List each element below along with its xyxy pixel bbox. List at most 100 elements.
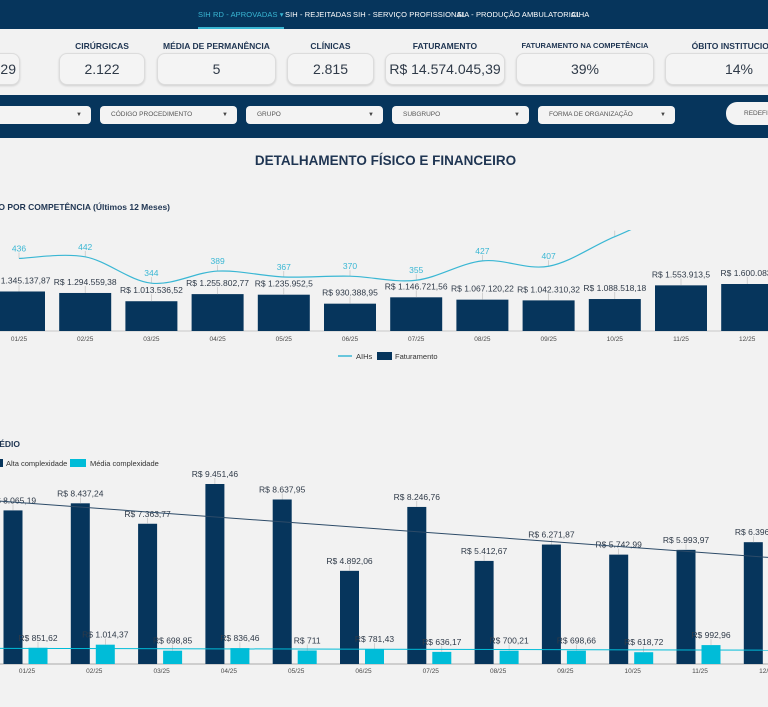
x-tick-label: 12/25 xyxy=(759,668,768,675)
tab-sih-servico-profissional[interactable]: SIH - SERVIÇO PROFISSIONAL xyxy=(353,10,466,19)
bar-alta-complexidade xyxy=(676,549,696,664)
bar-faturamento xyxy=(456,299,509,331)
chevron-down-icon: ▼ xyxy=(368,112,374,118)
x-tick-label: 11/25 xyxy=(673,336,689,343)
x-tick-label: 05/25 xyxy=(288,668,305,675)
bar-faturamento xyxy=(588,299,641,331)
kpi-clinicas: CLÍNICAS 2.815 xyxy=(287,29,374,95)
bar-data-label: R$ 636,17 xyxy=(422,637,461,647)
tab-ciha[interactable]: CIHA xyxy=(571,10,590,19)
bar-alta-complexidade xyxy=(609,554,629,664)
bar-media-complexidade xyxy=(432,651,452,664)
kpi-label: FATURAMENTO xyxy=(412,41,478,51)
kpi-value: 39% xyxy=(516,53,654,85)
bar-alta-complexidade xyxy=(138,523,158,664)
filter-codigo-procedimento[interactable]: CÓDIGO PROCEDIMENTO ▼ xyxy=(100,106,237,124)
bar-media-complexidade xyxy=(365,649,384,664)
x-tick-label: 01/25 xyxy=(11,336,28,343)
tab-sih-rd-aprovadas[interactable]: SIH RD - APROVADAS ▾ xyxy=(198,0,284,29)
bar-data-label: R$ 5.412,67 xyxy=(461,546,508,556)
bar-alta-complexidade xyxy=(340,570,359,664)
bar-data-label: R$ 1.042.310,32 xyxy=(517,284,580,294)
bar-alta-complexidade xyxy=(272,499,292,664)
bar-media-complexidade xyxy=(230,648,250,664)
bar-data-label: R$ 700,21 xyxy=(489,636,528,646)
kpi-obito-institucional: ÓBITO INSTITUCIONAL 14% xyxy=(665,29,768,95)
x-tick-label: 02/25 xyxy=(77,336,94,343)
x-tick-label: 08/25 xyxy=(474,336,491,343)
bar-data-label: R$ 6.271,87 xyxy=(528,530,575,540)
bar-data-label: R$ 781,43 xyxy=(355,634,394,644)
kpi-label: ÓBITO INSTITUCIONAL xyxy=(691,41,768,51)
tab-sia-producao-ambulatorial[interactable]: SIA - PRODUÇÃO AMBULATORIAL xyxy=(457,10,581,19)
x-tick-label: 05/25 xyxy=(276,336,293,343)
trendline-media-complexidade xyxy=(0,647,768,651)
chevron-down-icon: ▼ xyxy=(514,112,520,118)
bar-data-label: R$ 1.013.536,52 xyxy=(120,285,183,295)
line-data-label: 370 xyxy=(343,261,357,271)
billing-by-period-chart: R$ 1.345.137,87 01/25 436 R$ 1.294.559,38 02… xyxy=(0,230,768,361)
line-data-label: 344 xyxy=(144,268,158,278)
bar-data-label: R$ 4.892,06 xyxy=(326,556,373,566)
line-data-label: 427 xyxy=(475,246,489,256)
bar-data-label: R$ 1.345.137,87 xyxy=(0,275,51,285)
bar-alta-complexidade xyxy=(70,503,90,664)
line-data-label: 389 xyxy=(211,256,225,266)
bar-data-label: R$ 711 xyxy=(294,635,321,645)
line-aihs xyxy=(18,230,632,285)
chevron-down-icon: ▼ xyxy=(76,112,82,118)
kpi-strip: AIH's 229 CIRÚRGICAS 2.122 MÉDIA DE PERM… xyxy=(0,29,768,95)
bar-data-label: R$ 5.993,97 xyxy=(663,535,710,545)
legend-swatch-faturamento xyxy=(377,352,392,360)
bar-alta-complexidade xyxy=(743,542,763,664)
kpi-media-permanencia: MÉDIA DE PERMANÊNCIA 5 xyxy=(157,29,276,95)
kpi-value: 14% xyxy=(665,53,768,85)
bar-data-label: R$ 1.255.802,77 xyxy=(186,278,249,288)
tab-sih-rejeitadas[interactable]: SIH - REJEITADAS xyxy=(285,10,352,19)
bar-faturamento xyxy=(721,284,768,331)
legend-swatch-alta xyxy=(0,459,3,467)
bar-faturamento xyxy=(257,294,310,331)
chart2-title: VALOR MÉDIO xyxy=(0,439,20,449)
x-tick-label: 09/25 xyxy=(557,668,574,675)
kpi-label: MÉDIA DE PERMANÊNCIA xyxy=(163,41,270,51)
bar-media-complexidade xyxy=(163,650,183,664)
bar-media-complexidade xyxy=(701,645,721,664)
filter-forma-organizacao[interactable]: FORMA DE ORGANIZAÇÃO ▼ xyxy=(538,106,675,124)
bar-data-label: R$ 9.451,46 xyxy=(192,469,239,479)
kpi-value: 5 xyxy=(157,53,276,85)
kpi-label: CIRÚRGICAS xyxy=(75,41,129,51)
bar-data-label: R$ 698,85 xyxy=(153,636,192,646)
reset-filters-button[interactable]: REDEFINIR xyxy=(726,102,768,125)
bar-data-label: R$ 836,46 xyxy=(220,633,259,643)
x-tick-label: 03/25 xyxy=(153,668,170,675)
bar-faturamento xyxy=(191,294,244,331)
bar-data-label: R$ 1.067.120,22 xyxy=(451,284,514,294)
bar-data-label: R$ 992,96 xyxy=(691,630,730,640)
bar-faturamento xyxy=(324,303,376,331)
legend-label-alta: Alta complexidade xyxy=(6,459,67,468)
bar-data-label: R$ 8.246,76 xyxy=(394,492,441,502)
kpi-label: FATURAMENTO NA COMPETÊNCIA xyxy=(521,41,649,50)
filter-subgrupo[interactable]: SUBGRUPO ▼ xyxy=(392,106,529,124)
bar-faturamento xyxy=(390,297,443,331)
bar-alta-complexidade xyxy=(3,510,23,664)
bar-faturamento xyxy=(522,300,575,331)
x-tick-label: 12/25 xyxy=(739,336,756,343)
filter-grupo[interactable]: GRUPO ▼ xyxy=(246,106,383,124)
line-data-label: 517 xyxy=(608,230,622,232)
kpi-value: 2.815 xyxy=(287,53,374,85)
x-tick-label: 10/25 xyxy=(607,336,624,343)
bar-media-complexidade xyxy=(95,644,115,664)
bar-media-complexidade xyxy=(566,650,586,664)
bar-alta-complexidade xyxy=(407,506,427,664)
x-tick-label: 02/25 xyxy=(86,668,103,675)
bar-data-label: R$ 930.388,95 xyxy=(322,288,378,298)
bar-data-label: R$ 6.396, xyxy=(735,527,768,537)
filter-competencia[interactable]: COMPETÊNCIA ▼ xyxy=(0,106,91,124)
bar-data-label: R$ 1.294.559,38 xyxy=(54,277,117,287)
line-data-label: 367 xyxy=(277,262,291,272)
x-tick-label: 06/25 xyxy=(342,336,359,343)
bar-alta-complexidade xyxy=(205,484,225,664)
kpi-faturamento-competencia: FATURAMENTO NA COMPETÊNCIA 39% xyxy=(516,29,654,95)
